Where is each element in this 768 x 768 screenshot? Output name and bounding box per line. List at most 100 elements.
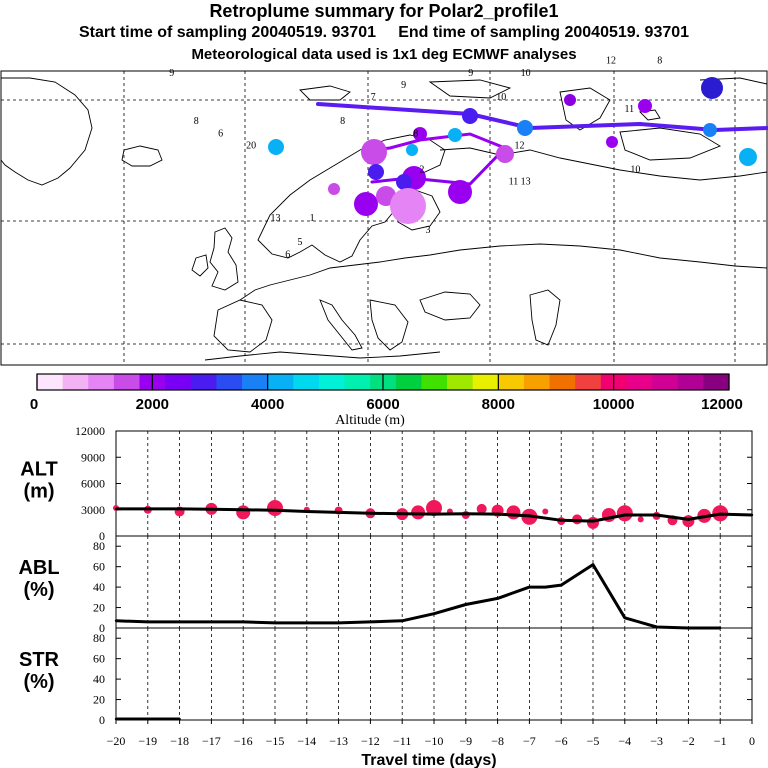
series-point bbox=[496, 512, 499, 516]
series-point bbox=[750, 513, 754, 517]
y-tick-label: 12000 bbox=[75, 424, 105, 438]
y-tick-label: 0 bbox=[99, 713, 105, 727]
series-point bbox=[210, 508, 213, 511]
y-tick-label: 20 bbox=[93, 693, 105, 707]
plume-cluster-marker bbox=[413, 127, 427, 141]
y-tick-label: 6000 bbox=[81, 477, 105, 491]
end-time-label: End time of sampling 20040519. 93701 bbox=[398, 24, 690, 41]
y-tick-label: 60 bbox=[93, 652, 105, 666]
colorbar-swatch bbox=[703, 374, 730, 390]
map-annotation: 6 bbox=[285, 249, 290, 260]
x-axis-label: Travel time (days) bbox=[361, 752, 496, 768]
series-point bbox=[591, 563, 595, 566]
colorbar-swatch bbox=[216, 374, 243, 390]
series-point bbox=[623, 513, 626, 517]
series-point bbox=[623, 616, 626, 619]
y-tick-label: 3000 bbox=[81, 503, 105, 517]
series-point bbox=[210, 620, 213, 624]
colorbar-swatch bbox=[344, 374, 371, 390]
map-annotation: 9 bbox=[468, 68, 473, 79]
met-data-label: Meteorological data used is 1x1 deg ECMW… bbox=[191, 46, 577, 63]
map-annotation: 9 bbox=[401, 80, 406, 91]
map-annotation: 8 bbox=[413, 128, 418, 139]
x-tick-label: −5 bbox=[587, 734, 600, 748]
x-tick-label: −10 bbox=[425, 734, 444, 748]
y-tick-label: 60 bbox=[93, 560, 105, 574]
series-point bbox=[401, 619, 404, 622]
colorbar-label: Altitude (m) bbox=[335, 413, 405, 428]
map-annotation: 10 bbox=[496, 92, 506, 103]
altitude-scatter-point bbox=[476, 503, 487, 514]
panel-alt: 0 3000 6000 9000 12000 ALT(m) bbox=[20, 424, 754, 543]
colorbar-tick-label: 0 bbox=[30, 396, 38, 413]
series-point bbox=[432, 512, 436, 516]
panel-frame bbox=[115, 430, 753, 537]
plume-cluster-marker bbox=[517, 120, 533, 136]
series-point bbox=[305, 621, 308, 625]
x-tick-label: −3 bbox=[650, 734, 663, 748]
map-annotation: 12 bbox=[515, 140, 525, 151]
altitude-scatter-point bbox=[542, 508, 549, 515]
colorbar-swatch bbox=[88, 374, 115, 390]
series-point bbox=[528, 585, 531, 589]
colorbar-swatch bbox=[652, 374, 679, 390]
series-point bbox=[242, 508, 245, 511]
y-tick-label: 20 bbox=[93, 601, 105, 615]
panel-abl: 0 20 40 60 80 ABL(%) bbox=[18, 535, 753, 635]
x-tick-label: −15 bbox=[266, 734, 285, 748]
x-tick-label: −1 bbox=[714, 734, 727, 748]
series-point bbox=[560, 583, 563, 587]
colorbar-swatch bbox=[626, 374, 653, 390]
altitude-scatter-point bbox=[506, 505, 521, 520]
map-annotation: 6 bbox=[218, 128, 223, 139]
colorbar-swatch bbox=[395, 374, 422, 390]
series-point bbox=[401, 512, 404, 515]
plume-cluster-marker bbox=[448, 128, 462, 142]
series-point bbox=[719, 512, 722, 516]
series-point bbox=[496, 597, 499, 600]
series-point bbox=[369, 620, 372, 624]
panel-ylabel: (%) bbox=[23, 671, 54, 693]
colorbar-swatch bbox=[190, 374, 217, 390]
track-upper bbox=[316, 102, 768, 133]
start-time-label: Start time of sampling 20040519. 93701 bbox=[78, 24, 376, 41]
plume-cluster-marker bbox=[396, 174, 412, 190]
map-annotation: 9 bbox=[169, 68, 174, 79]
colorbar-tick-label: 10000 bbox=[593, 396, 635, 413]
plume-cluster-marker bbox=[496, 145, 514, 163]
panel-ylabel: ALT bbox=[20, 459, 57, 481]
plume-cluster-marker bbox=[606, 136, 618, 148]
series-point bbox=[591, 519, 595, 523]
panel-ylabel: ABL bbox=[18, 557, 59, 579]
series-point bbox=[146, 507, 149, 511]
map-annotation: 13 bbox=[521, 177, 531, 188]
colorbar-swatch bbox=[37, 374, 64, 390]
series-point bbox=[655, 513, 658, 517]
plume-cluster-marker bbox=[390, 188, 426, 224]
map-annotation: 12 bbox=[606, 56, 616, 67]
x-tick-label: −20 bbox=[107, 734, 126, 748]
plume-cluster-marker bbox=[701, 77, 723, 99]
colorbar-tick-label: 4000 bbox=[251, 396, 284, 413]
colorbar-tick-label: 6000 bbox=[366, 396, 399, 413]
plume-clusters bbox=[268, 77, 757, 224]
x-tick-label: −6 bbox=[555, 734, 568, 748]
x-tick-label: −12 bbox=[361, 734, 380, 748]
map-annotation: 2 bbox=[419, 165, 424, 176]
map-labels: 12 11 10 10 10 9 9 8 8 7 3 2 5 1 13 6 20 11 12 13 9 8 6 8 bbox=[169, 56, 662, 261]
series-point bbox=[178, 507, 181, 511]
map-annotation: 8 bbox=[657, 56, 662, 67]
series-point bbox=[273, 621, 277, 625]
map-annotation: 5 bbox=[297, 237, 302, 248]
y-tick-label: 80 bbox=[93, 631, 105, 645]
x-tick-label: −4 bbox=[618, 734, 631, 748]
map-annotation: 1 bbox=[310, 213, 315, 224]
colorbar-swatch bbox=[62, 374, 89, 390]
series-point bbox=[114, 507, 118, 511]
altitude-scatter-point bbox=[426, 500, 442, 516]
colorbar-swatch bbox=[242, 374, 269, 390]
plume-cluster-marker bbox=[406, 144, 418, 156]
series-line bbox=[115, 563, 721, 630]
series-point bbox=[114, 619, 118, 622]
